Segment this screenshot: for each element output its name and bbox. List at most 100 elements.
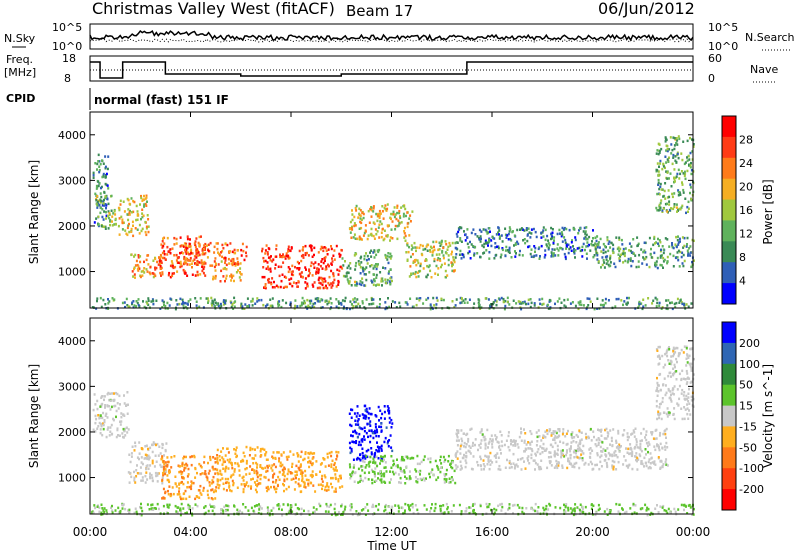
heatmap-cell: [387, 252, 390, 255]
heatmap-cell: [657, 384, 660, 387]
heatmap-cell: [600, 430, 602, 433]
heatmap-cell: [490, 239, 493, 242]
heatmap-cell: [109, 218, 112, 222]
heatmap-cell: [114, 222, 117, 226]
heatmap-cell: [580, 449, 582, 452]
heatmap-cell: [488, 503, 491, 506]
heatmap-cell: [657, 390, 660, 393]
heatmap-cell: [369, 207, 372, 211]
heatmap-cell: [423, 479, 426, 482]
heatmap-cell: [444, 269, 447, 273]
heatmap-cell: [269, 259, 272, 262]
heatmap-cell: [384, 481, 387, 484]
heatmap-cell: [644, 503, 647, 507]
heatmap-cell: [612, 251, 615, 255]
heatmap-cell: [487, 244, 489, 247]
heatmap-cell: [561, 452, 564, 455]
heatmap-cell: [532, 459, 535, 462]
heatmap-cell: [484, 442, 487, 445]
heatmap-cell: [526, 234, 529, 237]
heatmap-cell: [211, 304, 213, 307]
heatmap-cell: [185, 242, 188, 246]
heatmap-cell: [96, 200, 99, 204]
heatmap-cell: [98, 168, 101, 172]
heatmap-cell: [666, 261, 669, 265]
heatmap-cell: [407, 250, 410, 254]
heatmap-cell: [309, 461, 312, 464]
heatmap-cell: [689, 413, 692, 416]
heatmap-cell: [504, 304, 507, 308]
heatmap-cell: [514, 442, 517, 446]
heatmap-cell: [456, 241, 459, 244]
heatmap-cell: [442, 246, 445, 250]
heatmap-cell: [678, 177, 681, 180]
heatmap-cell: [406, 258, 409, 261]
heatmap-cell: [686, 361, 689, 364]
heatmap-cell: [448, 481, 451, 484]
heatmap-cell: [224, 256, 227, 260]
heatmap-cell: [104, 182, 107, 186]
heatmap-cell: [536, 435, 539, 439]
heatmap-cell: [338, 302, 340, 305]
heatmap-cell: [317, 263, 320, 266]
heatmap-cell: [452, 270, 455, 273]
heatmap-cell: [642, 305, 645, 308]
heatmap-cell: [521, 254, 524, 257]
heatmap-cell: [222, 487, 225, 491]
heatmap-cell: [658, 165, 660, 168]
heatmap-cell: [384, 278, 387, 281]
heatmap-cell: [689, 183, 692, 186]
heatmap-cell: [447, 258, 450, 262]
heatmap-cell: [261, 275, 264, 279]
heatmap-cell: [304, 277, 307, 280]
heatmap-cell: [426, 264, 429, 268]
heatmap-cell: [350, 408, 352, 411]
heatmap-cell: [100, 396, 103, 399]
heatmap-cell: [355, 261, 358, 265]
heatmap-cell: [641, 507, 644, 510]
heatmap-cell: [489, 437, 492, 441]
heatmap-cell: [351, 434, 354, 438]
heatmap-cell: [100, 195, 103, 199]
heatmap-cell: [383, 229, 386, 232]
heatmap-cell: [378, 236, 381, 239]
heatmap-cell: [659, 505, 662, 508]
heatmap-cell: [254, 448, 256, 451]
heatmap-cell: [651, 431, 654, 434]
heatmap-cell: [202, 262, 205, 265]
heatmap-cell: [589, 447, 592, 450]
heatmap-cell: [145, 225, 148, 228]
heatmap-cell: [609, 258, 611, 261]
heatmap-cell: [514, 464, 517, 468]
heatmap-cell: [625, 510, 628, 514]
heatmap-cell: [164, 470, 167, 473]
heatmap-cell: [128, 222, 130, 226]
heatmap-cell: [676, 256, 679, 259]
heatmap-cell: [656, 386, 659, 390]
colorbar-tick-label: 28: [739, 134, 753, 147]
heatmap-cell: [267, 278, 269, 282]
heatmap-cell: [600, 266, 602, 269]
heatmap-cell: [291, 270, 294, 273]
heatmap-cell: [450, 510, 453, 513]
heatmap-cell: [252, 462, 255, 465]
heatmap-cell: [350, 474, 353, 478]
heatmap-cell: [349, 508, 352, 512]
heatmap-cell: [102, 174, 105, 177]
heatmap-cell: [333, 507, 336, 511]
heatmap-cell: [680, 503, 683, 507]
heatmap-cell: [332, 281, 334, 284]
heatmap-cell: [233, 305, 236, 308]
heatmap-cell: [367, 448, 370, 452]
heatmap-cell: [313, 281, 316, 284]
heatmap-cell: [674, 243, 677, 246]
heatmap-cell: [584, 232, 587, 235]
heatmap-cell: [607, 263, 610, 267]
heatmap-cell: [154, 266, 156, 269]
heatmap-cell: [362, 508, 365, 511]
heatmap-cell: [497, 245, 500, 248]
heatmap-cell: [433, 248, 436, 252]
heatmap-cell: [454, 241, 457, 245]
heatmap-cell: [603, 437, 606, 440]
heatmap-cell: [569, 507, 572, 510]
